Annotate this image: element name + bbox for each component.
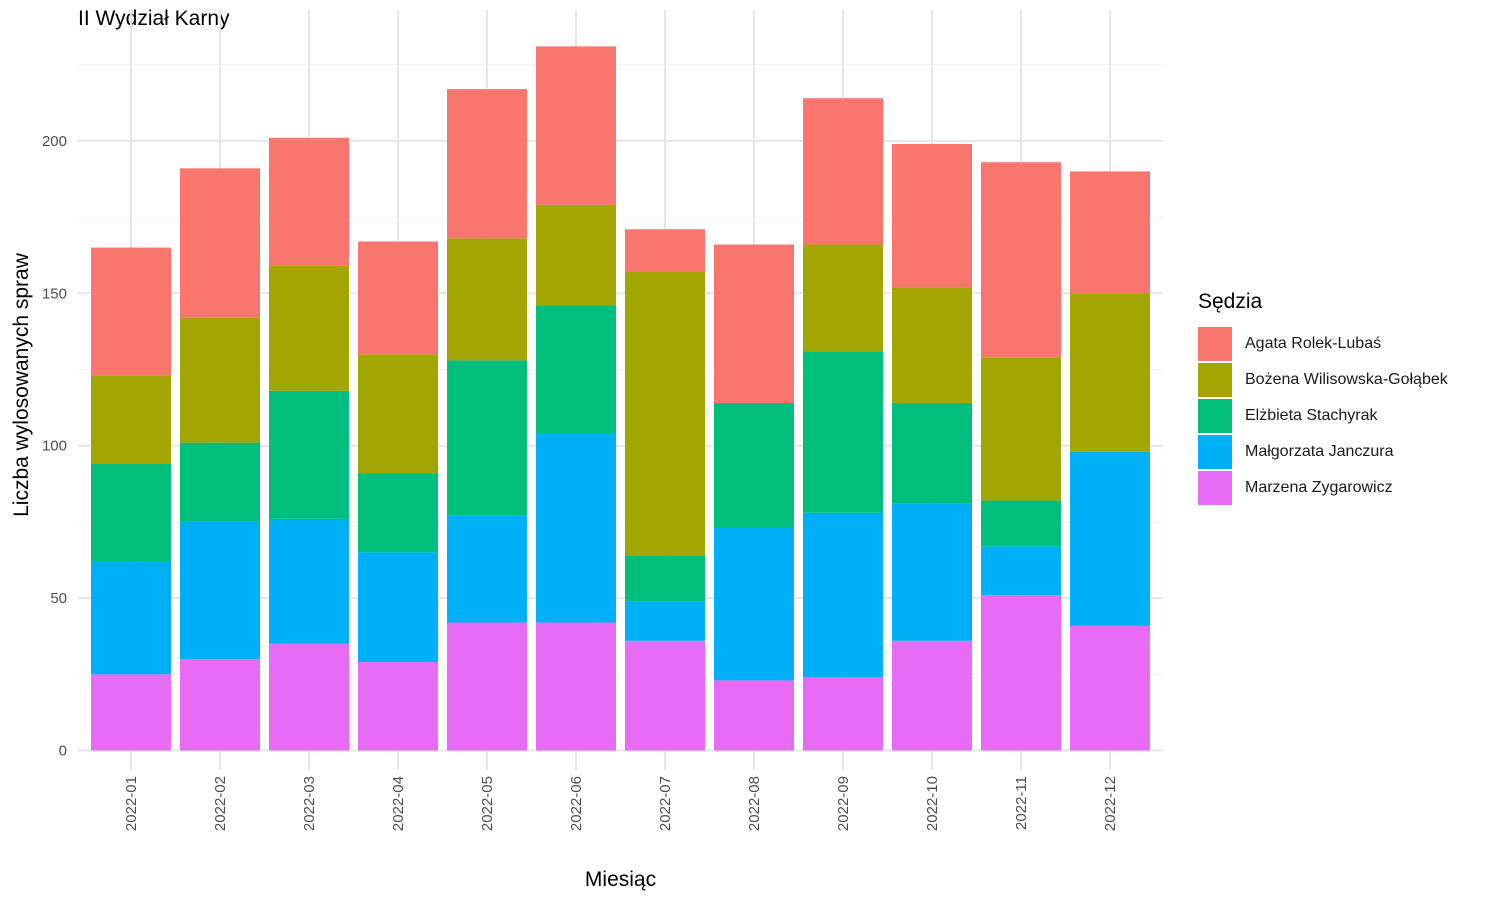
x-axis-title: Miesiąc xyxy=(585,868,656,891)
x-tick-label: 2022-08 xyxy=(746,776,763,831)
bar-segment xyxy=(358,354,438,474)
bar-segment xyxy=(803,677,883,751)
bar-segment xyxy=(447,238,527,361)
bar-segment xyxy=(91,247,171,376)
legend-item: Agata Rolek-Lubaś xyxy=(1198,326,1448,362)
bar-segment xyxy=(714,680,794,751)
x-tick-label: 2022-04 xyxy=(390,776,407,831)
bar-segment xyxy=(892,503,972,641)
bar-segment xyxy=(91,561,171,675)
legend-label: Bożena Wilisowska-Gołąbek xyxy=(1245,371,1448,388)
bar-segment xyxy=(892,403,972,504)
bar-segment xyxy=(625,555,705,602)
bar-segment xyxy=(269,390,349,519)
legend-label: Małgorzata Janczura xyxy=(1245,443,1394,460)
legend-item: Marzena Zygarowicz xyxy=(1198,470,1448,506)
bar-segment xyxy=(981,357,1061,501)
bar-segment xyxy=(803,244,883,352)
bar-segment xyxy=(358,552,438,663)
legend: Sędzia Agata Rolek-Lubaś Bożena Wilisowsk… xyxy=(1198,290,1448,506)
bar-segment xyxy=(269,518,349,644)
bar-segment xyxy=(1070,451,1150,626)
bar-segment xyxy=(358,241,438,355)
bar-segment xyxy=(536,46,616,205)
legend-label: Elżbieta Stachyrak xyxy=(1245,407,1378,424)
bar-segment xyxy=(714,244,794,404)
y-tick-label: 0 xyxy=(59,743,67,760)
x-tick-label: 2022-06 xyxy=(568,776,585,831)
legend-label: Marzena Zygarowicz xyxy=(1245,479,1393,496)
bar-segment xyxy=(714,527,794,681)
legend-item: Elżbieta Stachyrak xyxy=(1198,398,1448,434)
bar-segment xyxy=(625,271,705,556)
bar-segment xyxy=(625,601,705,641)
bar-segment xyxy=(625,229,705,272)
bar-segment xyxy=(447,89,527,239)
bar-segment xyxy=(447,360,527,516)
legend-swatch xyxy=(1198,471,1232,505)
x-tick-label: 2022-05 xyxy=(479,776,496,831)
bar-segment xyxy=(803,512,883,678)
bar-segment xyxy=(892,287,972,404)
legend-swatch xyxy=(1198,399,1232,433)
x-tick-label: 2022-07 xyxy=(657,776,674,831)
bar-segment xyxy=(180,659,260,751)
bar-segment xyxy=(447,515,527,623)
bar-segment xyxy=(892,640,972,751)
bar-segment xyxy=(180,442,260,522)
bar-segment xyxy=(180,317,260,443)
bar-segment xyxy=(1070,293,1150,452)
bar-segment xyxy=(91,674,171,751)
bar-segment xyxy=(91,375,171,464)
bar-segment xyxy=(714,403,794,528)
legend-item: Małgorzata Janczura xyxy=(1198,434,1448,470)
bar-segment xyxy=(91,463,171,562)
x-tick-label: 2022-12 xyxy=(1102,776,1119,831)
legend-item: Bożena Wilisowska-Gołąbek xyxy=(1198,362,1448,398)
y-tick-label: 100 xyxy=(42,438,67,455)
bar-segment xyxy=(269,265,349,391)
y-tick-label: 150 xyxy=(42,285,67,302)
bar-segment xyxy=(536,204,616,306)
bar-segment xyxy=(981,162,1061,358)
bar-segment xyxy=(269,643,349,751)
x-tick-label: 2022-11 xyxy=(1013,776,1030,830)
bar-segment xyxy=(536,305,616,434)
bar-segment xyxy=(536,433,616,623)
bar-segment xyxy=(803,98,883,245)
bar-segment xyxy=(269,137,349,266)
bar-segment xyxy=(625,640,705,751)
y-tick-label: 200 xyxy=(42,133,67,150)
bar-segment xyxy=(1070,171,1150,294)
bar-segment xyxy=(447,622,527,751)
bar-segment xyxy=(536,622,616,751)
x-tick-label: 2022-10 xyxy=(924,776,941,831)
bar-segment xyxy=(981,500,1061,547)
y-axis-title: Liczba wylosowanych spraw xyxy=(10,252,33,517)
y-tick-label: 50 xyxy=(50,590,67,607)
bar-segment xyxy=(803,351,883,513)
bar-segment xyxy=(981,595,1061,751)
bar-segment xyxy=(1070,625,1150,751)
legend-swatch xyxy=(1198,327,1232,361)
bar-segment xyxy=(892,143,972,288)
x-tick-label: 2022-03 xyxy=(301,776,318,831)
x-tick-label: 2022-09 xyxy=(835,776,852,831)
bar-segment xyxy=(981,546,1061,596)
legend-label: Agata Rolek-Lubaś xyxy=(1245,335,1382,352)
x-tick-label: 2022-02 xyxy=(212,776,229,831)
x-tick-label: 2022-01 xyxy=(123,776,140,831)
bar-segment xyxy=(180,521,260,660)
chart-title: II Wydział Karny xyxy=(78,7,230,30)
legend-swatch xyxy=(1198,435,1232,469)
bar-segment xyxy=(180,168,260,318)
legend-title: Sędzia xyxy=(1198,290,1263,313)
bar-segment xyxy=(358,473,438,553)
bar-segment xyxy=(358,662,438,751)
legend-swatch xyxy=(1198,363,1232,397)
